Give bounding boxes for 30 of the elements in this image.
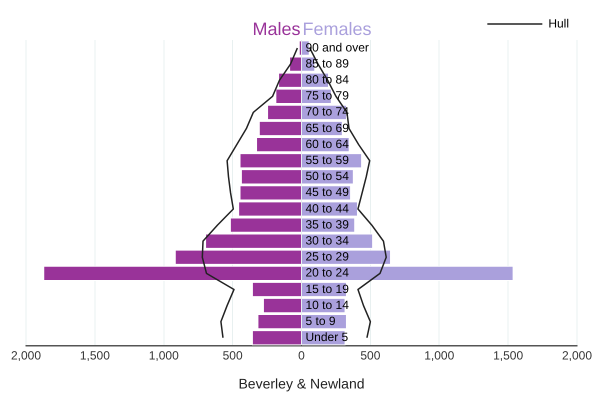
- x-tick-label: 1,500: [80, 348, 110, 362]
- x-tick-label: 1,000: [148, 348, 180, 362]
- x-tick-label: 1,500: [493, 348, 524, 362]
- y-tick-label: 35 to 39: [306, 217, 350, 232]
- y-tick-label: 10 to 14: [306, 298, 350, 312]
- x-tick-label: 1,000: [424, 348, 455, 362]
- y-tick-label: 5 to 9: [306, 314, 336, 328]
- y-tick-label: 60 to 64: [306, 136, 350, 151]
- x-tick-label: 500: [360, 348, 381, 362]
- x-tick-label: 2,000: [11, 348, 42, 362]
- y-tick-label: 30 to 34: [306, 233, 350, 248]
- y-tick-label: 65 to 69: [306, 120, 350, 135]
- y-tick-label: 50 to 54: [306, 169, 350, 184]
- y-tick-label: 45 to 49: [306, 185, 350, 200]
- y-tick-label: 40 to 44: [306, 201, 350, 216]
- y-tick-label: 75 to 79: [306, 88, 350, 103]
- series-label: Females: [302, 18, 372, 39]
- series-label: Males: [252, 18, 300, 39]
- y-tick-label: 25 to 29: [306, 250, 350, 264]
- y-tick-label: 55 to 59: [306, 153, 350, 168]
- x-axis-title: Beverley & Newland: [238, 375, 365, 392]
- y-tick-label: Under 5: [306, 330, 349, 344]
- x-tick-label: 0: [298, 348, 306, 362]
- y-tick-label: 20 to 24: [306, 266, 350, 280]
- y-tick-label: 90 and over: [306, 40, 369, 54]
- x-tick-label: 500: [222, 348, 243, 362]
- y-tick-label: 15 to 19: [306, 282, 350, 296]
- x-tick-label: 2,000: [562, 348, 592, 362]
- legend-label: Hull: [548, 16, 569, 30]
- y-tick-label: 85 to 89: [306, 56, 350, 70]
